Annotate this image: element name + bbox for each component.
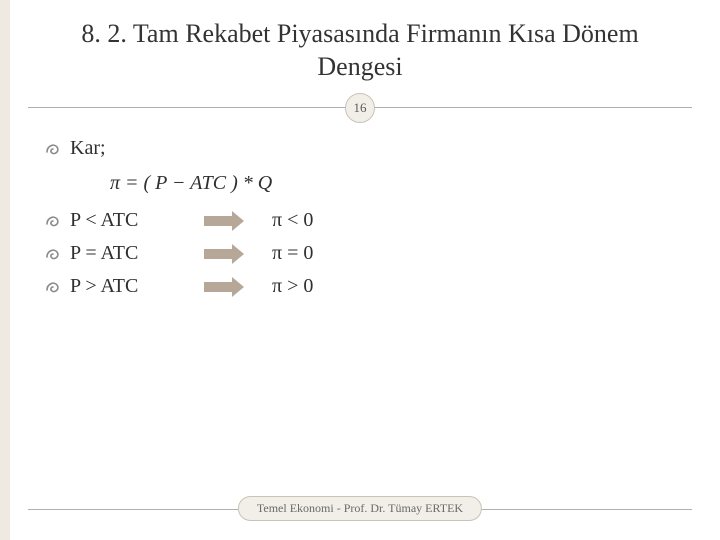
arrow-right-icon <box>204 211 244 231</box>
condition-left: P = ATC <box>44 242 204 265</box>
content-area: Kar; π = ( P − ATC ) * Q P < ATC π < 0 <box>0 123 720 298</box>
slide-title: 8. 2. Tam Rekabet Piyasasında Firmanın K… <box>40 18 680 83</box>
swirl-icon <box>44 212 62 230</box>
slide: 8. 2. Tam Rekabet Piyasasında Firmanın K… <box>0 0 720 540</box>
profit-formula: π = ( P − ATC ) * Q <box>110 172 676 195</box>
condition-left: P < ATC <box>44 209 204 232</box>
footer-row: Temel Ekonomi - Prof. Dr. Tümay ERTEK <box>0 496 720 524</box>
condition-left: P > ATC <box>44 275 204 298</box>
condition-row: P = ATC π = 0 <box>44 242 676 265</box>
condition-left-text: P < ATC <box>70 209 138 232</box>
condition-right-text: π > 0 <box>272 275 313 298</box>
condition-right-text: π = 0 <box>272 242 313 265</box>
swirl-icon <box>44 278 62 296</box>
title-rule-row: 16 <box>0 93 720 123</box>
condition-right-text: π < 0 <box>272 209 313 232</box>
swirl-icon <box>44 140 62 158</box>
footer-pill: Temel Ekonomi - Prof. Dr. Tümay ERTEK <box>238 496 482 521</box>
footer-text: Temel Ekonomi - Prof. Dr. Tümay ERTEK <box>257 501 463 515</box>
condition-row: P > ATC π > 0 <box>44 275 676 298</box>
title-block: 8. 2. Tam Rekabet Piyasasında Firmanın K… <box>0 0 720 89</box>
arrow-right-icon <box>204 244 244 264</box>
bullet-kar: Kar; <box>44 137 676 160</box>
page-number: 16 <box>354 100 367 116</box>
swirl-icon <box>44 245 62 263</box>
condition-left-text: P = ATC <box>70 242 138 265</box>
condition-left-text: P > ATC <box>70 275 138 298</box>
arrow-right-icon <box>204 277 244 297</box>
side-strip <box>0 0 10 540</box>
page-number-badge: 16 <box>345 93 375 123</box>
condition-row: P < ATC π < 0 <box>44 209 676 232</box>
kar-label: Kar; <box>70 137 106 160</box>
